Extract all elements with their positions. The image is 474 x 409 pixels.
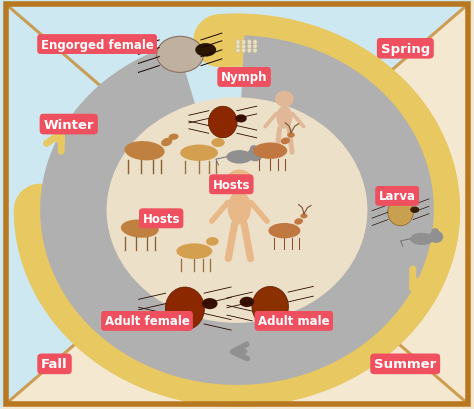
Ellipse shape [247,40,251,46]
Text: Spring: Spring [381,43,430,56]
Text: Nymph: Nymph [221,71,267,84]
Ellipse shape [268,223,301,239]
Ellipse shape [388,199,413,226]
Ellipse shape [247,44,251,49]
Text: Adult female: Adult female [104,315,190,328]
Ellipse shape [195,44,216,57]
Circle shape [429,231,443,243]
Text: Summer: Summer [374,357,437,371]
Ellipse shape [253,40,257,46]
Text: Winter: Winter [44,118,94,131]
Text: Summer: Summer [374,357,437,371]
Text: Adult female: Adult female [104,315,190,328]
Circle shape [431,229,439,235]
Ellipse shape [161,138,173,147]
Ellipse shape [241,44,246,49]
Ellipse shape [253,143,287,160]
Ellipse shape [287,133,295,138]
Ellipse shape [253,44,257,49]
Ellipse shape [163,213,172,219]
Text: Engorged female: Engorged female [41,38,154,52]
Ellipse shape [176,244,212,259]
Text: Fall: Fall [41,357,68,371]
Ellipse shape [125,142,164,161]
Ellipse shape [253,48,257,54]
Ellipse shape [206,238,219,246]
Ellipse shape [165,287,204,330]
Ellipse shape [211,139,225,148]
Ellipse shape [301,214,308,219]
Ellipse shape [276,107,292,129]
Text: Hosts: Hosts [212,178,250,191]
Text: Larva: Larva [379,190,416,203]
Circle shape [247,148,263,162]
Text: Adult male: Adult male [258,315,330,328]
Ellipse shape [236,44,240,49]
Ellipse shape [241,48,246,54]
Circle shape [275,92,294,108]
Ellipse shape [281,138,290,145]
Ellipse shape [236,40,240,46]
Ellipse shape [228,192,251,225]
Ellipse shape [156,37,203,73]
Circle shape [250,146,258,153]
Ellipse shape [209,107,237,139]
Ellipse shape [169,134,179,141]
Ellipse shape [240,297,254,307]
Ellipse shape [236,48,240,54]
Ellipse shape [155,217,166,225]
Ellipse shape [294,219,303,225]
Ellipse shape [410,207,419,213]
Text: Hosts: Hosts [142,212,180,225]
Text: Winter: Winter [44,118,94,131]
Text: Nymph: Nymph [221,71,267,84]
Text: Engorged female: Engorged female [41,38,154,52]
Ellipse shape [202,299,218,309]
Text: Adult male: Adult male [258,315,330,328]
Ellipse shape [235,115,247,123]
Ellipse shape [410,233,434,245]
Text: Hosts: Hosts [212,178,250,191]
Ellipse shape [227,151,252,164]
Ellipse shape [180,145,218,162]
Circle shape [107,98,367,323]
Text: Larva: Larva [379,190,416,203]
Ellipse shape [247,48,251,54]
Ellipse shape [241,40,246,46]
Text: Fall: Fall [41,357,68,371]
Ellipse shape [121,220,159,238]
Text: Spring: Spring [381,43,430,56]
Circle shape [226,170,253,193]
Text: Hosts: Hosts [142,212,180,225]
Ellipse shape [252,287,288,327]
